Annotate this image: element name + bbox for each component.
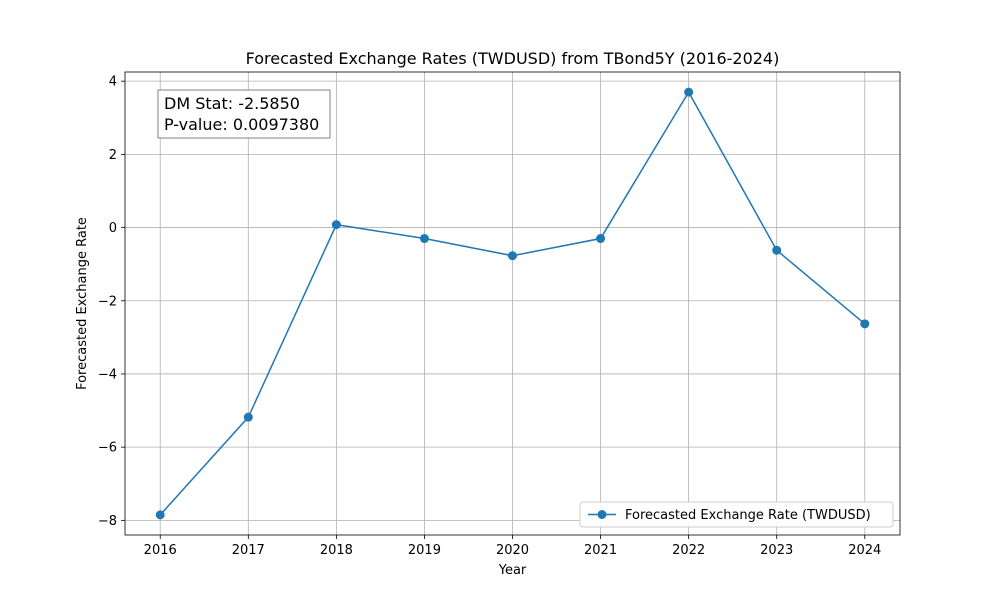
- x-gridlines: [159, 72, 866, 535]
- legend-marker-swatch: [597, 510, 607, 519]
- x-tick-label: 2022: [672, 543, 705, 558]
- x-tick-label: 2017: [232, 543, 265, 558]
- y-axis-label: Forecasted Exchange Rate: [75, 217, 90, 390]
- series-points: [155, 87, 870, 520]
- x-tick-label: 2016: [144, 543, 177, 558]
- data-point: [772, 245, 782, 255]
- legend-entry-label: Forecasted Exchange Rate (TWDUSD): [625, 508, 871, 523]
- data-point: [596, 234, 606, 244]
- data-point: [419, 234, 429, 244]
- x-axis-label: Year: [498, 563, 527, 578]
- x-tick-label: 2018: [320, 543, 353, 558]
- y-tick-label: −8: [98, 514, 117, 529]
- series-forecasted-exchange-rate: [155, 87, 870, 520]
- dm-stat-text: DM Stat: -2.5850: [164, 94, 300, 113]
- y-tick-label: 2: [109, 148, 117, 163]
- plot-area: [124, 71, 901, 536]
- y-axis: 4 2 0 −2 −4 −6 −8: [98, 75, 125, 529]
- legend: Forecasted Exchange Rate (TWDUSD): [579, 501, 894, 528]
- chart-title: Forecasted Exchange Rates (TWDUSD) from …: [246, 49, 780, 68]
- legend-box: [579, 501, 894, 528]
- y-tick-label: 0: [109, 221, 117, 236]
- y-tick-label: −2: [98, 294, 117, 309]
- x-tick-label: 2019: [408, 543, 441, 558]
- data-point: [684, 87, 694, 97]
- p-value-text: P-value: 0.0097380: [164, 115, 319, 134]
- y-tick-label: −4: [98, 367, 117, 382]
- y-tick-label: 4: [109, 75, 117, 90]
- data-point: [243, 412, 253, 422]
- x-tick-label: 2020: [496, 543, 529, 558]
- x-axis: 2016 2017 2018 2019 2020 2021 2022 2023 2024: [144, 535, 881, 558]
- data-point: [331, 220, 341, 230]
- data-point: [860, 319, 870, 329]
- statistics-annotation: DM Stat: -2.5850 P-value: 0.0097380: [157, 89, 331, 139]
- y-tick-label: −6: [98, 441, 117, 456]
- x-tick-label: 2024: [848, 543, 881, 558]
- data-point: [155, 510, 165, 520]
- x-tick-label: 2023: [760, 543, 793, 558]
- x-tick-label: 2021: [584, 543, 617, 558]
- data-point: [508, 251, 517, 261]
- statistics-box: [157, 89, 331, 139]
